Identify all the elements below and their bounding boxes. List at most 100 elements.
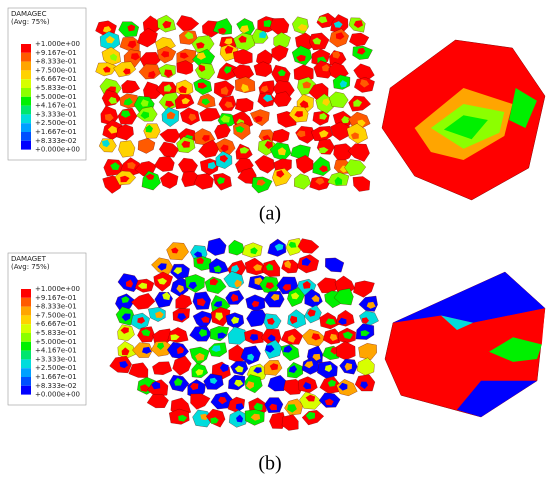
grain-patch [178,414,188,422]
grain-patch [324,398,334,406]
legend-label: +1.000e+00 [35,40,80,48]
grain-patch [278,98,287,106]
grain-patch [166,146,175,155]
grain-patch [292,147,301,156]
grain-patch [302,257,311,266]
grain-patch [101,139,110,148]
grain-patch [165,100,175,108]
grain-patch [210,417,219,424]
grain-patch [277,69,286,76]
legend-label: +9.167e-01 [35,49,77,57]
grain-patch [264,141,273,149]
grain-patch [217,332,227,339]
grain-patch [360,79,370,88]
grain-patch [319,147,329,154]
grain-patch [123,68,131,75]
grain-patch [185,174,194,183]
grain-patch [235,126,245,133]
grain-patch [193,251,203,258]
grain-patch [142,36,151,44]
grain-patch [134,367,143,376]
grain-patch [340,346,350,354]
grain [312,156,331,176]
grain-patch [342,331,353,340]
grain-patch [144,140,153,149]
grain-patch [311,294,320,302]
grain-patch [262,94,273,102]
grain-patch [103,66,111,73]
grain-patch [176,346,185,354]
grain-patch [274,23,284,31]
grain-patch [315,178,325,185]
legend-swatch [21,350,31,360]
legend-subtitle: (Avg: 75%) [11,263,50,271]
grain-patch [304,361,314,369]
grain-patch [253,264,263,271]
legend-label: +5.833e-01 [35,329,77,337]
grain-patch [273,50,283,58]
grain [195,62,215,81]
grain-patch [173,267,182,275]
grain-patch [254,115,263,123]
legend-label: +2.500e-01 [35,364,77,372]
grain-patch [233,330,243,339]
grain-patch [233,243,242,252]
grain-patch [319,130,329,138]
grain-patch [108,96,117,104]
grain-patch [148,56,157,65]
grain-face [443,115,488,140]
grain-patch [250,413,261,421]
grain-patch [241,70,251,77]
legend-label: +5.000e-01 [35,93,77,101]
grain-patch [334,94,342,102]
grain-patch [123,126,133,134]
grain-patch [326,280,336,288]
grain-patch [198,397,206,406]
grain-patch [360,330,370,337]
grain-patch [307,309,316,317]
grain-patch [269,363,279,371]
grain-patch [196,257,204,264]
grain-patch [181,17,190,26]
grain-patch [123,97,133,106]
grain-patch [127,162,136,170]
grain-face [457,380,537,417]
grain-patch [155,311,164,318]
grain-patch [329,263,339,271]
legend-label: +0.000e+00 [35,391,80,399]
grain-patch [362,364,371,372]
legend-label: +4.167e-01 [35,102,77,110]
grain-patch [281,83,290,91]
grain-patch [339,80,348,88]
grain-patch [223,66,232,74]
grain-patch [311,333,321,341]
grain-patch [247,353,255,361]
grain-patch [305,394,316,402]
grain-patch [353,166,362,174]
grain-patch [234,365,244,373]
grain-patch [166,111,176,119]
grain-patch [354,34,363,41]
grain-patch [195,352,205,361]
grain-patch [362,283,372,291]
grain-patch [220,144,229,153]
grain [353,280,375,298]
legend-swatch [21,333,31,342]
grain-patch [109,53,118,62]
grain-patch [104,113,114,122]
grain-patch [188,281,197,290]
grain-patch [185,161,193,169]
legend-swatch [21,61,31,71]
grain-patch [140,111,149,119]
grain-patch [356,150,366,158]
grain-patch [263,67,272,76]
grain-patch [253,402,263,411]
grain-patch [107,125,118,134]
legend-label: +5.000e-01 [35,338,77,346]
grain-patch [363,345,373,354]
grain-patch [284,420,294,430]
grain-patch [156,394,165,403]
legend-swatch [21,96,31,106]
grain-patch [321,64,331,72]
grain-patch [317,16,328,24]
